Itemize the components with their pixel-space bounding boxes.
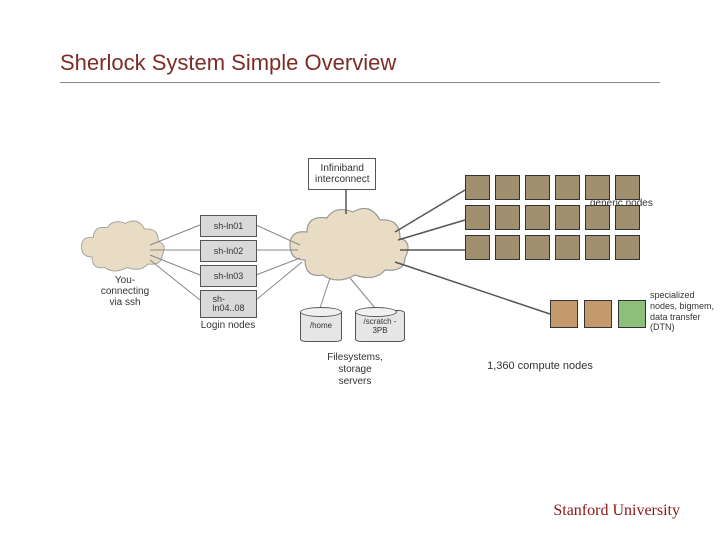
compute-node: [525, 235, 550, 260]
specialized-node: [584, 300, 612, 328]
login-node: sh-ln04..08: [200, 290, 257, 318]
compute-node: [585, 235, 610, 260]
infiniband-label: Infinibandinterconnect: [315, 163, 369, 185]
specialized-node: [618, 300, 646, 328]
compute-node: [495, 175, 520, 200]
slide-title: Sherlock System Simple Overview: [60, 50, 396, 76]
slide: Sherlock System Simple Overview: [0, 0, 720, 540]
cylinder-scratch-label: /scratch -3PB: [356, 317, 404, 335]
compute-node: [615, 175, 640, 200]
compute-node: [465, 175, 490, 200]
title-underline: [60, 82, 660, 83]
specialized-node: [550, 300, 578, 328]
compute-node: [585, 205, 610, 230]
generic-node-grid: [465, 175, 640, 260]
cylinder-scratch: /scratch -3PB: [355, 310, 405, 342]
compute-node: [615, 235, 640, 260]
login-node: sh-ln02: [200, 240, 257, 262]
compute-node: [615, 205, 640, 230]
login-node-label: sh-ln01: [214, 221, 244, 231]
cylinder-home-label: /home: [301, 321, 341, 330]
diagram-svg: [0, 0, 720, 540]
login-node-label: sh-ln02: [214, 246, 244, 256]
compute-node: [525, 175, 550, 200]
compute-node: [585, 175, 610, 200]
login-node: sh-ln01: [200, 215, 257, 237]
cylinder-home: /home: [300, 310, 342, 342]
compute-count-label: 1,360 compute nodes: [470, 360, 610, 373]
compute-node: [555, 175, 580, 200]
compute-node: [465, 235, 490, 260]
compute-node: [465, 205, 490, 230]
login-nodes-label: Login nodes: [193, 320, 263, 331]
login-node-label: sh-ln04..08: [212, 295, 244, 313]
compute-node: [525, 205, 550, 230]
compute-node: [555, 235, 580, 260]
footer-logo: Stanford University: [553, 502, 680, 520]
compute-node: [495, 205, 520, 230]
infiniband-box: Infinibandinterconnect: [308, 158, 376, 190]
specialized-label: specializednodes, bigmem,data transfer (…: [650, 290, 720, 333]
compute-node: [495, 235, 520, 260]
filesystems-label: Filesystems,storageservers: [315, 352, 395, 388]
login-node: sh-ln03: [200, 265, 257, 287]
specialized-node-row: [550, 300, 646, 328]
compute-node: [555, 205, 580, 230]
login-node-label: sh-ln03: [214, 271, 244, 281]
you-label: You-connectingvia ssh: [95, 275, 155, 308]
